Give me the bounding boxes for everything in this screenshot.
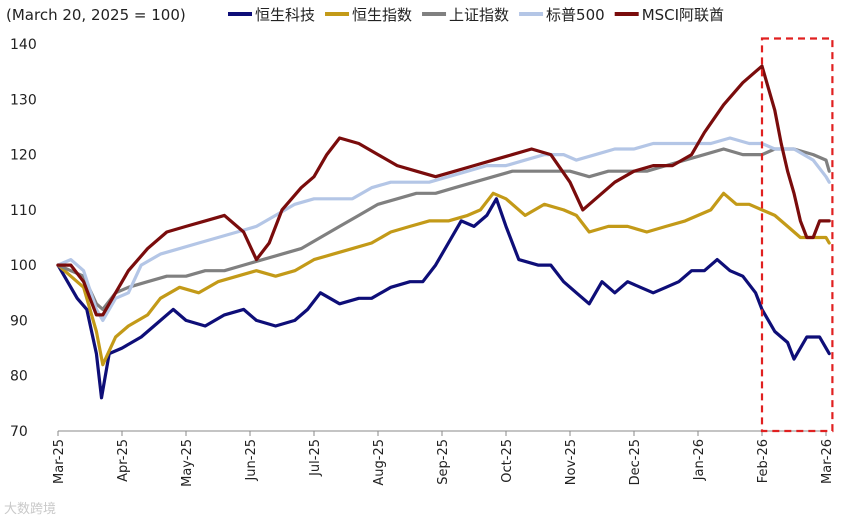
y-tick-label-2: 90 bbox=[10, 313, 28, 329]
x-tick-label-4: Jul-25 bbox=[308, 439, 323, 477]
series-line-2 bbox=[56, 147, 831, 311]
series-layer bbox=[56, 64, 831, 400]
series-line-1 bbox=[56, 191, 831, 367]
x-tick-label-7: Oct-25 bbox=[500, 439, 515, 483]
legend-label-2: 上证指数 bbox=[449, 6, 509, 24]
y-tick-label-6: 130 bbox=[10, 92, 37, 108]
highlight-layer bbox=[760, 37, 834, 433]
legend-label-1: 恒生指数 bbox=[352, 6, 412, 24]
y-tick-label-5: 120 bbox=[10, 148, 37, 164]
x-tick-label-11: Feb-26 bbox=[756, 439, 771, 483]
x-tick-label-5: Aug-25 bbox=[372, 439, 387, 486]
legend-label-3: 标普500 bbox=[546, 6, 605, 24]
x-tick-label-0: Mar-25 bbox=[52, 439, 67, 484]
legend-label-0: 恒生科技 bbox=[255, 6, 315, 24]
x-tick-label-10: Jan-26 bbox=[692, 439, 707, 481]
chart-subtitle: (March 20, 2025 = 100) bbox=[6, 6, 186, 24]
watermark-text: 大数跨境 bbox=[4, 502, 57, 517]
series-line-0 bbox=[56, 197, 831, 400]
x-tick-label-12: Mar-26 bbox=[820, 439, 835, 484]
x-tick-label-3: Jun-25 bbox=[244, 439, 259, 482]
x-tick-label-1: Apr-25 bbox=[116, 439, 131, 482]
highlight-box bbox=[760, 37, 834, 433]
y-tick-label-7: 140 bbox=[10, 37, 37, 53]
legend-label-4: MSCI阿联酋 bbox=[642, 6, 724, 24]
x-tick-label-2: May-25 bbox=[180, 439, 195, 487]
x-tick-label-8: Nov-25 bbox=[564, 439, 579, 485]
x-tick-label-9: Dec-25 bbox=[628, 439, 643, 485]
y-tick-label-3: 100 bbox=[10, 258, 37, 274]
axes: 70 80 90 100 110 120 130 140 Mar-25 Apr-25 May-25 J… bbox=[10, 37, 835, 487]
x-tick-label-6: Sep-25 bbox=[436, 439, 451, 485]
series-line-4 bbox=[56, 64, 831, 317]
y-tick-label-1: 80 bbox=[10, 369, 28, 385]
y-tick-label-0: 70 bbox=[10, 424, 28, 440]
series-line-3 bbox=[56, 136, 831, 322]
legend: (March 20, 2025 = 100) 恒生科技 恒生指数 上证指数 标普500… bbox=[6, 6, 724, 24]
y-tick-label-4: 110 bbox=[10, 203, 37, 219]
